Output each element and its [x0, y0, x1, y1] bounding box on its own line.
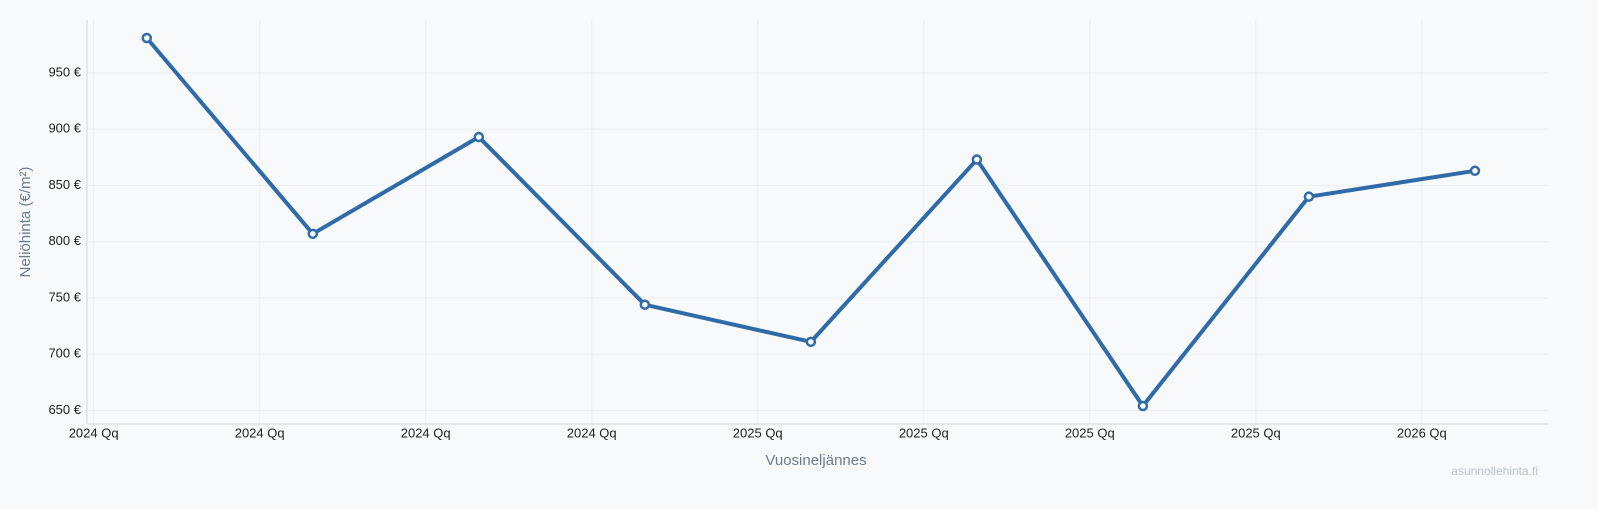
y-tick-label: 650 € — [48, 402, 81, 417]
x-axis-title: Vuosineljännes — [765, 452, 866, 469]
point — [971, 154, 983, 165]
x-tick-label: 2026 Qq — [1397, 425, 1447, 440]
x-tick-label: 2025 Qq — [899, 425, 949, 440]
x-tick-label: 2025 Qq — [1231, 425, 1281, 440]
point — [473, 131, 485, 143]
watermark: asunnollehinta.fi — [1451, 464, 1538, 478]
x-tick-label: 2025 Qq — [733, 425, 783, 440]
point — [1303, 191, 1315, 202]
y-tick-label: 750 € — [48, 289, 81, 304]
y-axis-title: Neliöhinta (€/m²) — [17, 167, 34, 278]
x-tick-label: 2024 Qq — [401, 425, 451, 440]
y-tick-label: 800 € — [48, 233, 81, 248]
point — [307, 228, 319, 240]
point — [1469, 165, 1481, 177]
x-tick-label: 2025 Qq — [1065, 425, 1115, 440]
point — [805, 336, 817, 348]
x-tick-label: 2024 Qq — [69, 425, 119, 440]
x-tick-label: 2024 Qq — [235, 425, 285, 440]
y-tick-label: 950 € — [48, 64, 81, 79]
point — [639, 299, 651, 310]
y-tick-label: 700 € — [48, 346, 81, 361]
y-tick-label: 900 € — [48, 121, 81, 136]
x-tick-label: 2024 Qq — [567, 425, 617, 440]
y-tick-label: 850 € — [48, 177, 81, 192]
point — [141, 32, 153, 44]
line — [145, 36, 1476, 408]
point — [1137, 400, 1149, 412]
